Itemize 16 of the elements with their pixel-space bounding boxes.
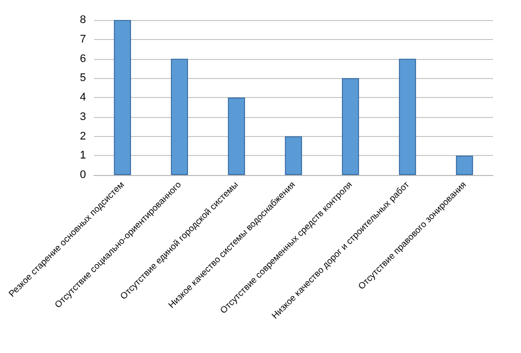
- y-tick-label: 8: [80, 14, 86, 26]
- y-tick-label: 7: [80, 33, 86, 46]
- y-tick-label: 5: [80, 72, 86, 84]
- bar: [170, 58, 188, 175]
- bar: [456, 156, 474, 175]
- y-tick-label: 6: [80, 52, 86, 65]
- bar: [228, 98, 246, 175]
- y-tick-label: 4: [80, 92, 86, 104]
- bar: [342, 78, 360, 175]
- bar: [398, 58, 416, 175]
- bar: [114, 20, 132, 175]
- y-tick-label: 0: [80, 169, 86, 181]
- y-tick-label: 3: [80, 110, 86, 123]
- y-tick-label: 2: [80, 130, 86, 142]
- y-tick-label: 1: [80, 150, 86, 162]
- bar: [284, 136, 302, 175]
